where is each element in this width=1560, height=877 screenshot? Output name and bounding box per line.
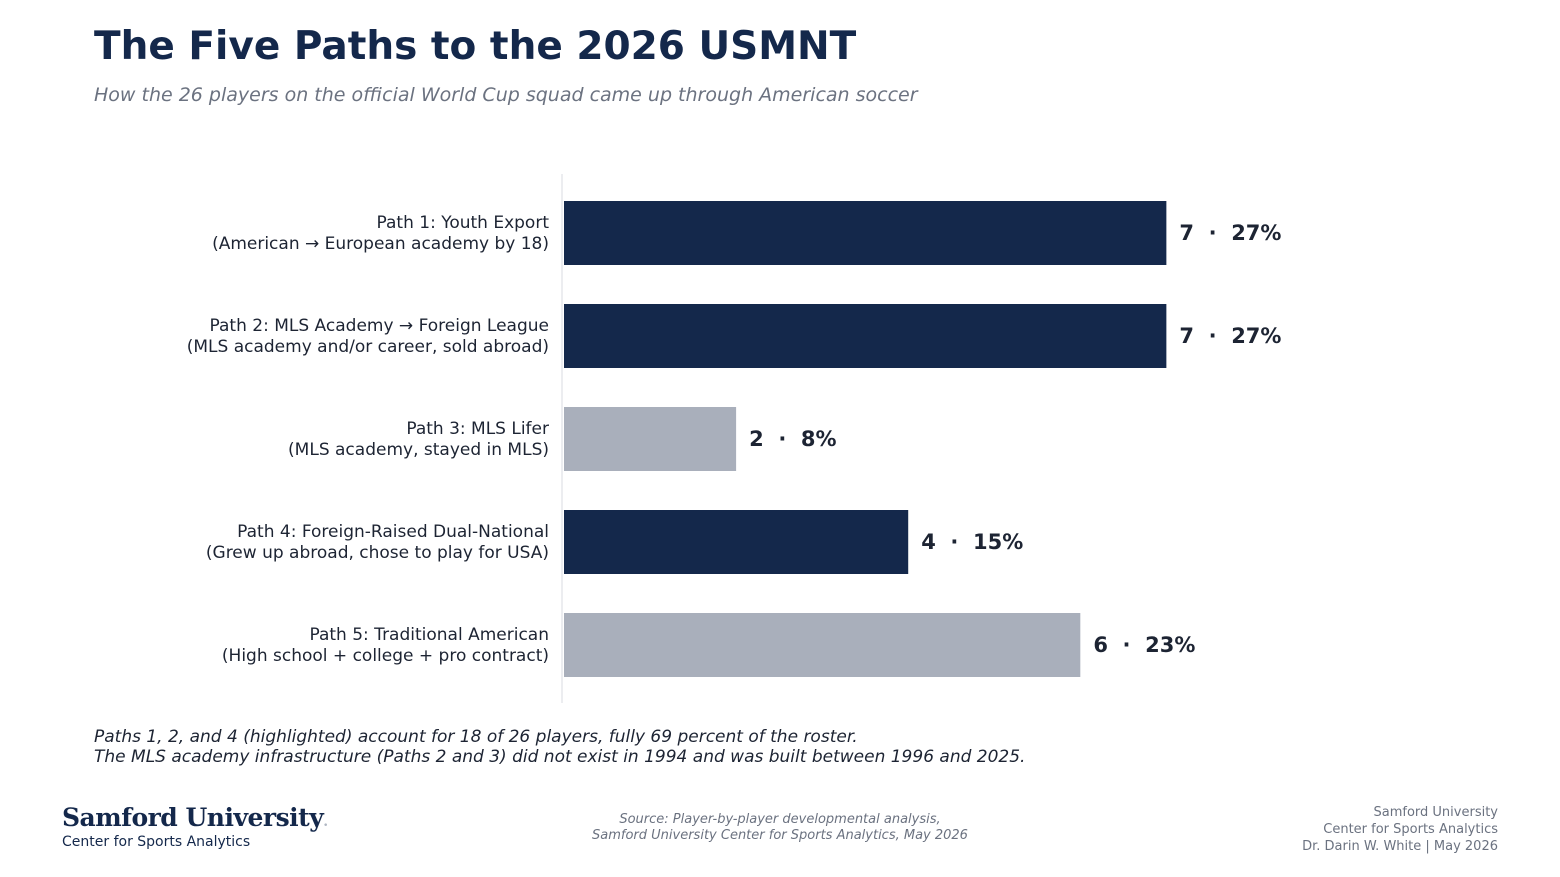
bar-path-4 <box>564 510 909 574</box>
logo-name-text: Samford University <box>62 803 324 832</box>
chart-title: The Five Paths to the 2026 USMNT <box>94 24 857 69</box>
bar-path-2 <box>564 304 1167 368</box>
category-label-path-2-detail: (MLS academy and/or career, sold abroad) <box>187 337 549 357</box>
source-line-2: Samford University Center for Sports Ana… <box>592 828 968 843</box>
credit-line-3: Dr. Darin W. White | May 2026 <box>1302 839 1498 854</box>
category-label-path-5-detail: (High school + college + pro contract) <box>222 646 549 666</box>
chart-subtitle: How the 26 players on the official World… <box>94 84 918 106</box>
bar-path-3 <box>564 407 737 471</box>
bar-path-5 <box>564 613 1081 677</box>
category-label-path-3-title: Path 3: MLS Lifer <box>406 419 549 439</box>
logo-subtitle: Center for Sports Analytics <box>62 834 251 850</box>
value-label-path-5: 6 · 23% <box>1093 633 1195 657</box>
category-label-path-2-title: Path 2: MLS Academy → Foreign League <box>210 316 549 336</box>
category-label-path-4-title: Path 4: Foreign-Raised Dual-National <box>237 522 549 542</box>
value-label-path-1: 7 · 27% <box>1179 221 1281 245</box>
credit-line-1: Samford University <box>1373 805 1499 820</box>
category-label-path-1-title: Path 1: Youth Export <box>377 213 550 233</box>
logo-dot: . <box>323 814 328 830</box>
category-label-path-4-detail: (Grew up abroad, chose to play for USA) <box>206 543 549 563</box>
value-label-path-4: 4 · 15% <box>921 530 1023 554</box>
bar-path-1 <box>564 201 1167 265</box>
credit-line-2: Center for Sports Analytics <box>1323 822 1498 837</box>
footnote-line-1: Paths 1, 2, and 4 (highlighted) account … <box>94 727 858 747</box>
footnote-line-2: The MLS academy infrastructure (Paths 2 … <box>94 747 1026 767</box>
source-note: Source: Player-by-player developmental a… <box>480 812 1080 844</box>
logo-wordmark: Samford University. <box>62 803 328 832</box>
credits: Samford University Center for Sports Ana… <box>1302 804 1498 855</box>
category-label-path-1-detail: (American → European academy by 18) <box>212 234 549 254</box>
samford-logo: Samford University. Center for Sports An… <box>62 803 328 850</box>
source-line-1: Source: Player-by-player developmental a… <box>619 812 941 827</box>
value-label-path-3: 2 · 8% <box>749 427 837 451</box>
category-label-path-3-detail: (MLS academy, stayed in MLS) <box>288 440 549 460</box>
category-label-path-5-title: Path 5: Traditional American <box>309 625 549 645</box>
value-label-path-2: 7 · 27% <box>1179 324 1281 348</box>
chart-footnote: Paths 1, 2, and 4 (highlighted) account … <box>94 727 1025 767</box>
